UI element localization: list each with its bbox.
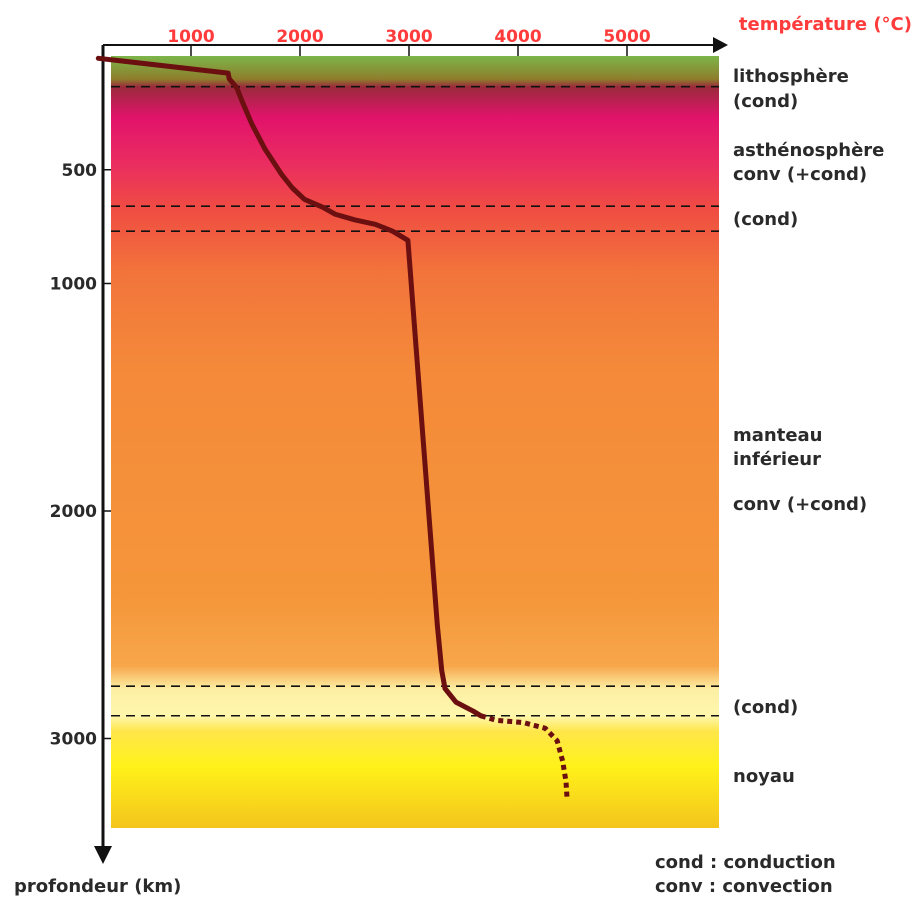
label-manteau-sub: conv (+cond) <box>733 494 867 515</box>
core-temperature-curve <box>480 713 570 798</box>
earth-layers-background <box>111 56 719 828</box>
y-axis-title: profondeur (km) <box>14 876 181 897</box>
y-axis-ticks: 500 1000 2000 3000 <box>50 161 111 750</box>
x-tick-label: 2000 <box>276 27 323 47</box>
mantle-temperature-curve <box>95 55 484 719</box>
layer-boundaries <box>111 85 719 717</box>
x-axis-arrow-icon <box>713 37 728 53</box>
label-asthenosphere-sub: conv (+cond) <box>733 164 867 185</box>
x-tick-label: 5000 <box>603 27 650 47</box>
y-tick-label: 1000 <box>50 275 97 295</box>
y-tick-label: 3000 <box>50 730 97 750</box>
y-tick-label: 2000 <box>50 502 97 522</box>
label-transition2: (cond) <box>733 697 798 718</box>
x-tick-label: 3000 <box>385 27 432 47</box>
label-manteau-line1: manteau <box>733 425 823 446</box>
label-transition1: (cond) <box>733 209 798 230</box>
y-axis-arrow-icon <box>94 846 112 864</box>
label-asthenosphere: asthénosphère <box>733 140 884 161</box>
x-tick-label: 1000 <box>167 27 214 47</box>
y-tick-label: 500 <box>62 161 98 181</box>
label-lithosphere-sub: (cond) <box>733 91 798 112</box>
x-axis-ticks: 1000 2000 3000 4000 5000 <box>167 27 651 56</box>
temperature-curves <box>95 55 570 798</box>
layer-labels: lithosphère (cond) asthénosphère conv (+… <box>733 66 884 787</box>
x-axis-title: température (°C) <box>739 14 912 35</box>
x-tick-label: 4000 <box>494 27 541 47</box>
legend-cond: cond : conduction <box>655 852 836 873</box>
label-lithosphere: lithosphère <box>733 66 849 87</box>
label-noyau: noyau <box>733 766 795 787</box>
abbreviation-legend: cond : conduction conv : convection <box>655 852 836 897</box>
label-manteau-line2: inférieur <box>733 449 821 470</box>
legend-conv: conv : convection <box>655 876 833 897</box>
